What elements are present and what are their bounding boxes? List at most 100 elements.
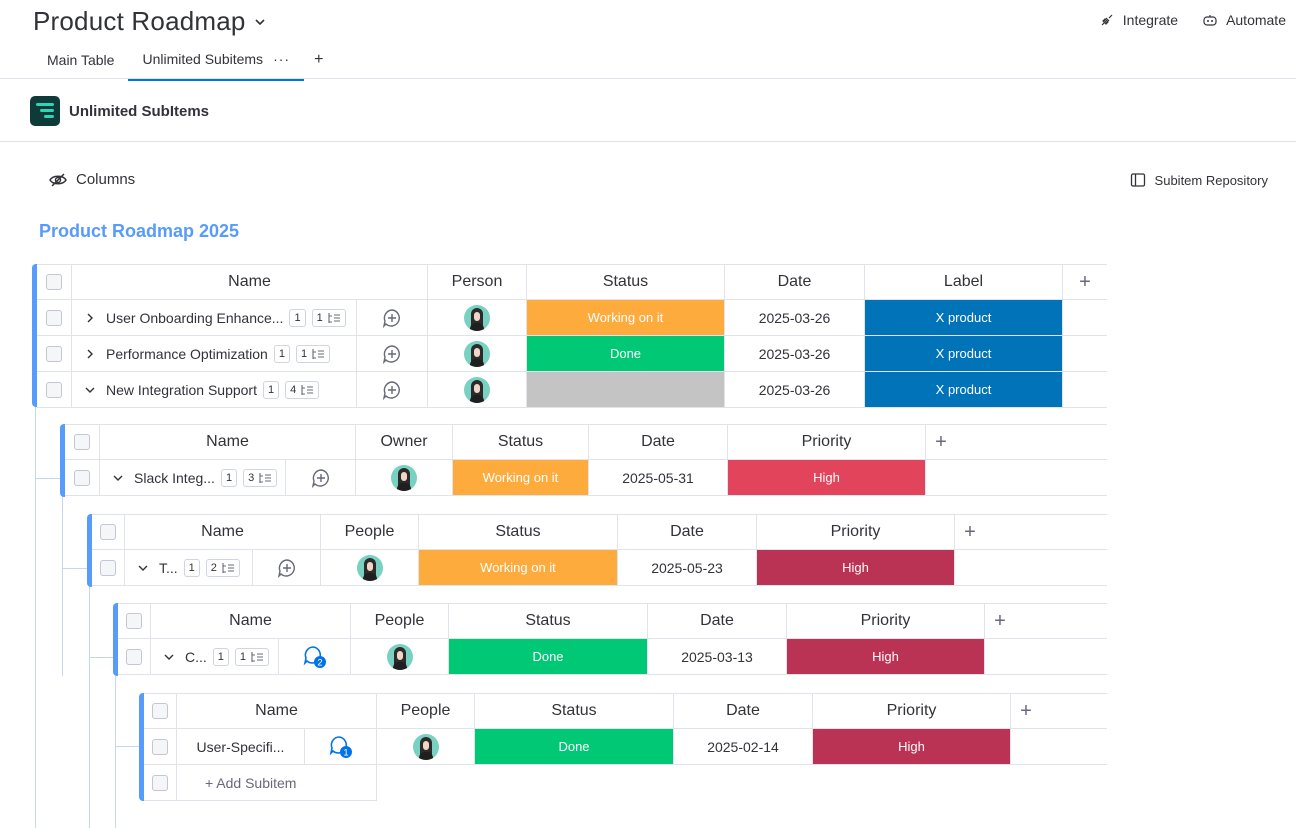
add-update-cell[interactable]	[357, 300, 428, 335]
add-column-button[interactable]: +	[1079, 270, 1091, 293]
subitems-count-badge[interactable]: 1	[234, 647, 270, 666]
column-header-name[interactable]: Name	[100, 425, 356, 459]
column-header-priority[interactable]: Priority	[787, 604, 985, 638]
column-header-name[interactable]: Name	[125, 515, 321, 549]
date-cell[interactable]: 2025-03-26	[725, 300, 865, 335]
status-cell[interactable]: Done	[449, 639, 648, 674]
updates-count-badge[interactable]: 1	[262, 380, 280, 399]
column-header-date[interactable]: Date	[589, 425, 728, 459]
tab-unlimited-subitems[interactable]: Unlimited Subitems ···	[128, 48, 305, 81]
owner-cell[interactable]	[356, 460, 453, 495]
updates-count-badge[interactable]: 1	[273, 344, 290, 363]
column-header-person[interactable]: Person	[428, 265, 527, 299]
column-header-priority[interactable]: Priority	[757, 515, 955, 549]
checkbox[interactable]	[46, 345, 62, 362]
checkbox[interactable]	[46, 309, 62, 326]
select-all-cell[interactable]	[118, 604, 151, 638]
subitems-count-badge[interactable]: 2	[205, 558, 240, 577]
status-cell[interactable]: Done	[527, 336, 725, 371]
updates-bubble-icon[interactable]: 2	[302, 645, 328, 669]
automate-button[interactable]: Automate	[1202, 12, 1286, 28]
integrate-button[interactable]: Integrate	[1099, 12, 1178, 28]
column-header-owner[interactable]: Owner	[356, 425, 453, 459]
column-header-people[interactable]: People	[321, 515, 419, 549]
status-cell[interactable]: Done	[475, 729, 674, 764]
column-header-name[interactable]: Name	[177, 694, 377, 728]
tab-more-icon[interactable]: ···	[273, 51, 291, 67]
column-header-status[interactable]: Status	[475, 694, 674, 728]
updates-cell[interactable]: 1	[305, 729, 377, 764]
add-update-icon[interactable]	[382, 308, 402, 328]
label-cell[interactable]: X product	[865, 336, 1063, 371]
group-title[interactable]: Product Roadmap 2025	[39, 221, 240, 241]
add-update-icon[interactable]	[382, 344, 402, 364]
people-cell[interactable]	[351, 639, 449, 674]
add-update-icon[interactable]	[311, 468, 331, 488]
people-cell[interactable]	[377, 729, 475, 764]
checkbox[interactable]	[126, 613, 142, 629]
checkbox[interactable]	[74, 434, 90, 450]
column-header-people[interactable]: People	[377, 694, 475, 728]
select-all-cell[interactable]	[144, 694, 177, 728]
add-column-button[interactable]: +	[1020, 699, 1032, 722]
add-column-button[interactable]: +	[964, 520, 976, 543]
column-header-label[interactable]: Label	[865, 265, 1063, 299]
date-cell[interactable]: 2025-05-23	[618, 550, 757, 585]
label-cell[interactable]: X product	[865, 300, 1063, 335]
add-update-cell[interactable]	[253, 550, 321, 585]
checkbox[interactable]	[46, 274, 62, 290]
subitems-count-badge[interactable]: 1	[311, 308, 346, 327]
date-cell[interactable]: 2025-02-14	[674, 729, 813, 764]
status-cell[interactable]: Working on it	[419, 550, 618, 585]
add-column-button[interactable]: +	[994, 609, 1006, 632]
subitem-repository-button[interactable]: Subitem Repository	[1130, 172, 1268, 188]
column-header-date[interactable]: Date	[618, 515, 757, 549]
column-header-name[interactable]: Name	[151, 604, 351, 638]
updates-count-badge[interactable]: 1	[212, 647, 229, 666]
add-update-cell[interactable]	[357, 372, 428, 407]
subitems-count-badge[interactable]: 3	[243, 468, 278, 487]
person-cell[interactable]	[428, 372, 527, 407]
select-all-cell[interactable]	[65, 425, 100, 459]
column-header-date[interactable]: Date	[674, 694, 813, 728]
checkbox[interactable]	[100, 559, 116, 576]
select-all-cell[interactable]	[37, 265, 72, 299]
column-header-people[interactable]: People	[351, 604, 449, 638]
chevron-right-icon[interactable]	[84, 348, 96, 360]
add-update-cell[interactable]	[357, 336, 428, 371]
person-cell[interactable]	[428, 300, 527, 335]
status-cell[interactable]: Working on it	[453, 460, 589, 495]
updates-count-badge[interactable]: 1	[289, 308, 306, 327]
status-cell[interactable]	[527, 372, 725, 407]
add-update-icon[interactable]	[277, 558, 297, 578]
item-name-cell[interactable]: C... 1 1	[151, 639, 279, 674]
chevron-right-icon[interactable]	[84, 312, 96, 324]
updates-count-badge[interactable]: 1	[220, 468, 238, 487]
checkbox[interactable]	[126, 648, 142, 665]
priority-cell[interactable]: High	[757, 550, 955, 585]
chevron-down-icon[interactable]	[137, 562, 149, 574]
person-cell[interactable]	[428, 336, 527, 371]
add-subitem-input[interactable]: + Add Subitem	[177, 765, 377, 800]
people-cell[interactable]	[321, 550, 419, 585]
item-name-cell[interactable]: Performance Optimization 1 1	[72, 336, 357, 371]
column-header-date[interactable]: Date	[725, 265, 865, 299]
priority-cell[interactable]: High	[728, 460, 926, 495]
updates-bubble-icon[interactable]: 1	[328, 735, 354, 759]
add-update-icon[interactable]	[382, 380, 402, 400]
select-all-cell[interactable]	[92, 515, 125, 549]
checkbox[interactable]	[152, 703, 168, 719]
tab-main-table[interactable]: Main Table	[33, 49, 128, 80]
subitems-count-badge[interactable]: 4	[285, 380, 320, 399]
column-header-priority[interactable]: Priority	[728, 425, 926, 459]
column-header-name[interactable]: Name	[72, 265, 428, 299]
checkbox[interactable]	[74, 469, 90, 486]
priority-cell[interactable]: High	[813, 729, 1011, 764]
checkbox[interactable]	[46, 381, 62, 398]
date-cell[interactable]: 2025-03-26	[725, 372, 865, 407]
board-title[interactable]: Product Roadmap	[33, 6, 266, 37]
checkbox[interactable]	[100, 524, 116, 540]
item-name-cell[interactable]: T... 1 2	[125, 550, 253, 585]
add-column-button[interactable]: +	[935, 430, 947, 453]
item-name-cell[interactable]: User Onboarding Enhance... 1 1	[72, 300, 357, 335]
